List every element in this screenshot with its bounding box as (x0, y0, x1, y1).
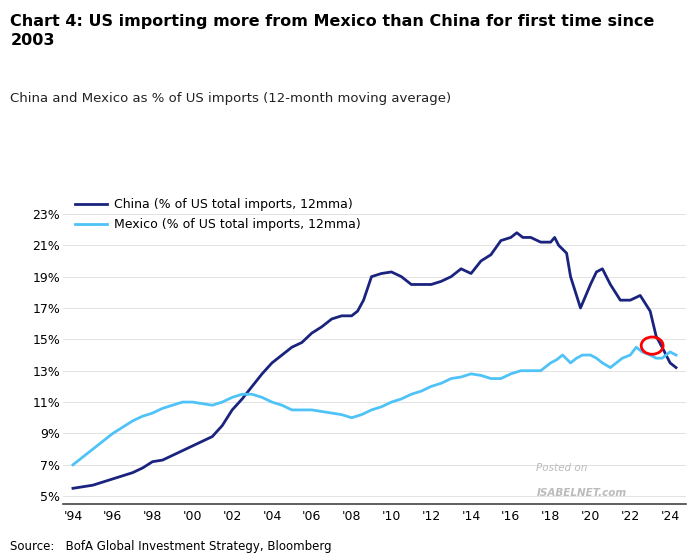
Text: China and Mexico as % of US imports (12-month moving average): China and Mexico as % of US imports (12-… (10, 92, 452, 105)
Text: ISABELNET.com: ISABELNET.com (536, 488, 626, 498)
Text: Posted on: Posted on (536, 463, 588, 473)
Text: Source:   BofA Global Investment Strategy, Bloomberg: Source: BofA Global Investment Strategy,… (10, 540, 332, 553)
Text: Chart 4: US importing more from Mexico than China for first time since
2003: Chart 4: US importing more from Mexico t… (10, 14, 655, 48)
Legend: China (% of US total imports, 12mma), Mexico (% of US total imports, 12mma): China (% of US total imports, 12mma), Me… (76, 198, 361, 231)
